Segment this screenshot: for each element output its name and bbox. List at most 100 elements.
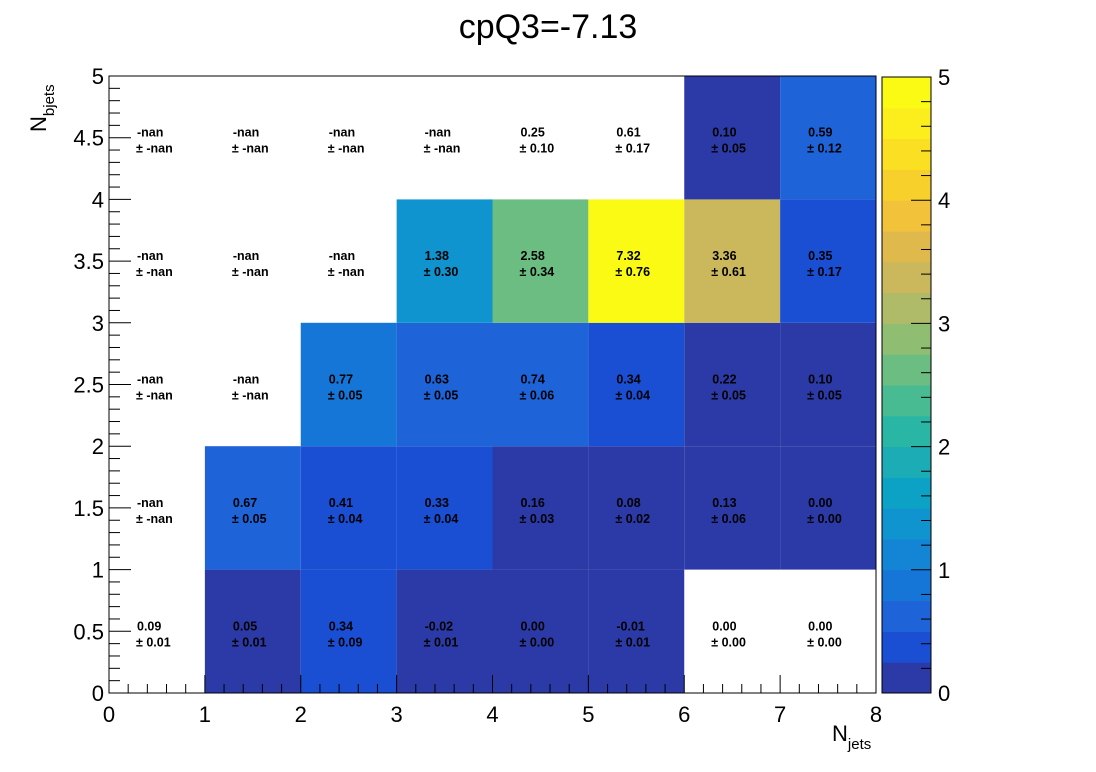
heatmap-cell — [492, 322, 589, 447]
cell-value-label: 0.05 — [233, 619, 257, 633]
cell-value-label: 0.00 — [808, 496, 832, 510]
cell-value-label: -nan — [233, 126, 259, 140]
y-tick-label: 1 — [92, 558, 104, 583]
cell-value-label: -nan — [233, 373, 259, 387]
cell-error-label: ± -nan — [328, 265, 365, 279]
cell-value-label: 0.59 — [808, 126, 832, 140]
cell-value-label: 0.77 — [329, 373, 353, 387]
colorbar-segment — [882, 77, 931, 109]
cell-error-label: ± -nan — [328, 142, 365, 156]
cell-value-label: 0.00 — [521, 619, 545, 633]
cell-value-label: -nan — [137, 126, 163, 140]
cell-value-label: 0.16 — [521, 496, 545, 510]
cell-error-label: ± 0.04 — [328, 512, 363, 526]
x-axis-label-sub: jets — [847, 736, 871, 753]
cell-error-label: ± 0.00 — [520, 635, 555, 649]
heatmap-cell — [300, 322, 397, 447]
cell-error-label: ± 0.05 — [328, 389, 363, 403]
cell-error-label: ± 0.00 — [807, 512, 842, 526]
cell-value-label: 0.00 — [808, 619, 832, 633]
y-tick-label: 5 — [92, 64, 104, 89]
cell-value-label: 0.67 — [233, 496, 257, 510]
colorbar-tick-label: 1 — [938, 558, 950, 583]
cell-value-label: 0.63 — [425, 373, 449, 387]
cell-error-label: ± 0.01 — [136, 635, 171, 649]
cell-error-label: ± -nan — [232, 265, 269, 279]
colorbar-segment — [882, 569, 931, 602]
cell-value-label: 7.32 — [616, 249, 640, 263]
colorbar-segment — [882, 323, 931, 355]
x-axis-label-main: N — [832, 721, 848, 746]
heatmap-cell — [588, 322, 685, 447]
colorbar-segment — [882, 539, 931, 571]
cell-error-label: ± -nan — [136, 265, 173, 279]
heatmap-cell — [780, 322, 876, 447]
heatmap-cell — [300, 446, 397, 570]
cell-error-label: ± 0.61 — [711, 265, 746, 279]
heatmap-cell — [204, 569, 301, 693]
cell-value-label: -nan — [425, 126, 451, 140]
cell-error-label: ± 0.06 — [711, 512, 746, 526]
y-axis-label: Nbjets — [26, 84, 58, 132]
heatmap-cell — [492, 446, 589, 570]
cell-value-label: -0.02 — [425, 619, 454, 633]
y-axis-label-main: N — [26, 116, 51, 132]
cell-value-label: -nan — [329, 249, 355, 263]
cell-error-label: ± 0.34 — [520, 265, 555, 279]
y-tick-label: 2.5 — [73, 373, 104, 398]
x-axis: 0 1 2 3 4 5 6 7 8 — [103, 675, 882, 727]
cell-value-label: 0.22 — [712, 373, 736, 387]
cell-value-label: 0.33 — [425, 496, 449, 510]
cell-error-label: ± 0.76 — [615, 265, 650, 279]
y-tick-label: 4.5 — [73, 126, 104, 151]
cell-error-label: ± -nan — [232, 142, 269, 156]
x-tick-label: 3 — [391, 702, 403, 727]
cell-value-label: 0.00 — [712, 619, 736, 633]
cell-value-label: 2.58 — [521, 249, 545, 263]
cell-error-label: ± 0.17 — [807, 265, 842, 279]
cell-value-label: -nan — [137, 373, 163, 387]
cell-error-label: ± 0.01 — [232, 635, 267, 649]
cells-layer — [204, 76, 876, 693]
cell-value-label: -nan — [137, 249, 163, 263]
colorbar-segment — [882, 508, 931, 540]
colorbar-segment — [882, 231, 931, 263]
cell-value-label: 0.35 — [808, 249, 832, 263]
colorbar-tick-label: 3 — [938, 311, 950, 336]
heatmap-cell — [396, 569, 493, 693]
cell-value-label: -nan — [233, 249, 259, 263]
cell-value-label: 1.38 — [425, 249, 449, 263]
x-tick-label: 6 — [678, 702, 690, 727]
heatmap-cell — [492, 199, 589, 323]
heatmap-cell — [396, 199, 493, 323]
colorbar-segment — [882, 292, 931, 324]
colorbar-tick-label: 0 — [938, 681, 950, 706]
cell-value-label: 0.34 — [329, 619, 353, 633]
cell-value-label: -0.01 — [616, 619, 645, 633]
cell-error-label: ± 0.00 — [711, 635, 746, 649]
cell-value-label: 0.13 — [712, 496, 736, 510]
heatmap-cell — [684, 76, 781, 200]
cell-value-label: 3.36 — [712, 249, 736, 263]
y-tick-label: 1.5 — [73, 496, 104, 521]
y-axis-label-sub: bjets — [41, 84, 58, 116]
colorbar-segment — [882, 261, 931, 294]
cell-error-label: ± 0.05 — [424, 389, 459, 403]
heatmap-cell — [204, 446, 301, 570]
cell-error-label: ± 0.05 — [807, 389, 842, 403]
colorbar-segment — [882, 600, 931, 632]
colorbar-segment — [882, 477, 931, 509]
heatmap-cell — [396, 322, 493, 447]
heatmap-cell — [588, 569, 685, 693]
x-tick-label: 8 — [870, 702, 882, 727]
cell-error-label: ± 0.03 — [520, 512, 555, 526]
cell-error-label: ± 0.01 — [615, 635, 650, 649]
heatmap-cell — [684, 446, 781, 570]
cell-error-label: ± -nan — [136, 142, 173, 156]
colorbar-segment — [882, 446, 931, 478]
cell-value-label: 0.25 — [521, 126, 545, 140]
heatmap-cell — [780, 76, 876, 200]
colorbar-segment — [882, 415, 931, 448]
cell-error-label: ± 0.06 — [520, 389, 555, 403]
